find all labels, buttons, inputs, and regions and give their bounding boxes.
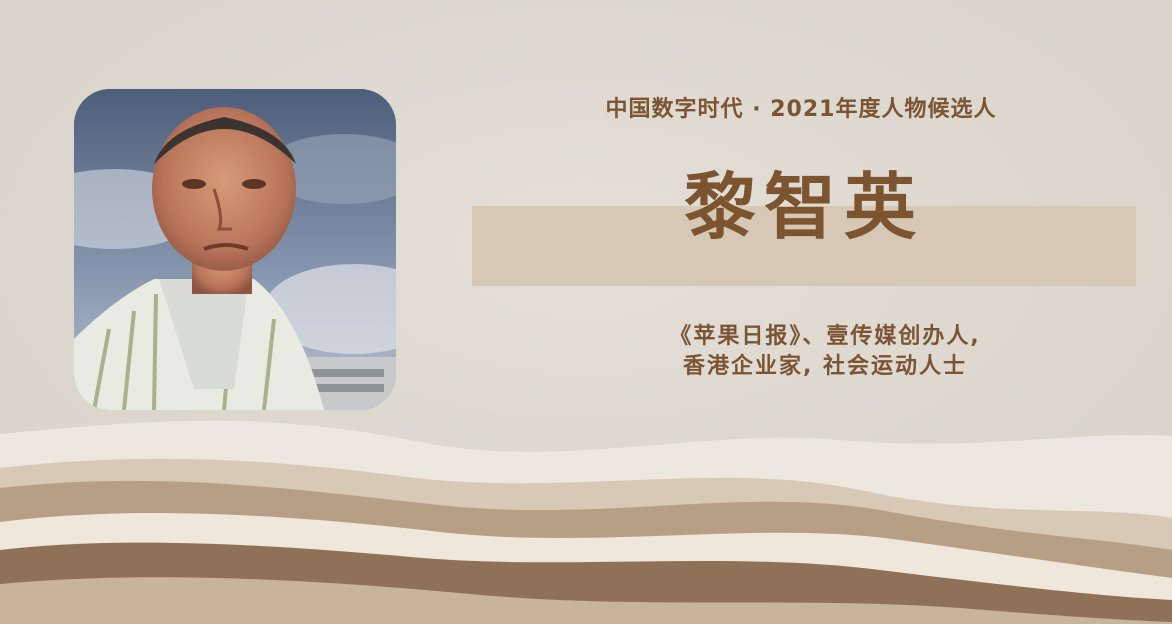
award-subtitle: 中国数字时代 · 2021年度人物候选人 <box>605 97 997 122</box>
name-highlight-band <box>472 206 1136 286</box>
wave-bottom <box>0 577 1172 624</box>
person-name: 黎智英 <box>683 164 924 249</box>
person-description-line-1: 《苹果日报》、壹传媒创办人, <box>669 324 981 349</box>
portrait-photo <box>74 89 396 410</box>
decorative-waves <box>0 400 1172 624</box>
portrait-illustration <box>74 89 396 410</box>
person-description-line-2: 香港企业家, 社会运动人士 <box>682 354 968 379</box>
